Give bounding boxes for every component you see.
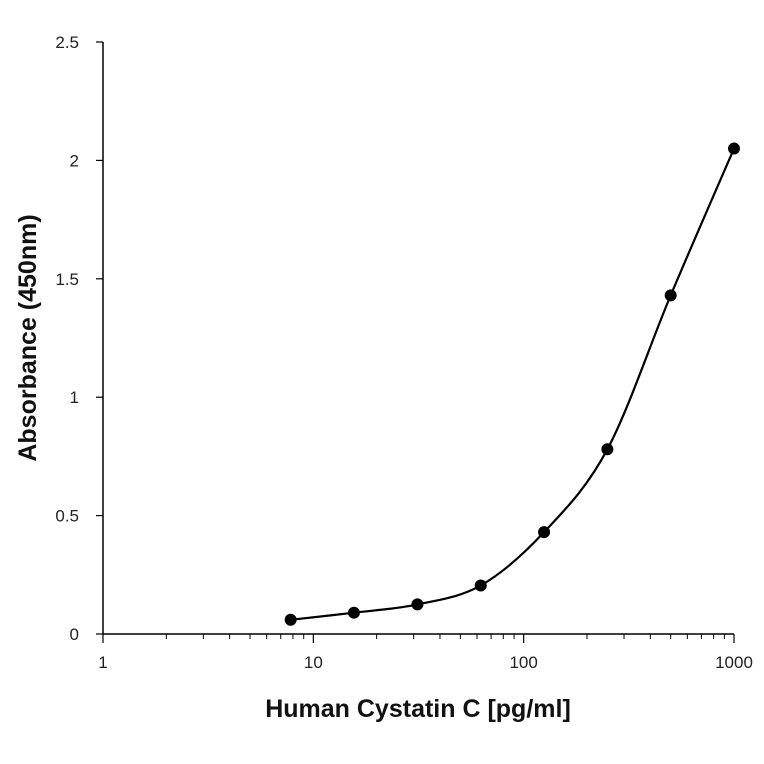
data-point <box>474 579 487 592</box>
x-tick-label: 1 <box>98 653 107 672</box>
y-tick-label: 1.5 <box>55 270 79 289</box>
y-tick-label: 2 <box>70 151 79 170</box>
y-axis-title: Absorbance (450nm) <box>14 214 42 461</box>
x-ticks: 1 10 100 1000 <box>98 634 753 672</box>
x-tick-label: 1000 <box>715 653 753 672</box>
axes <box>102 42 734 635</box>
data-point <box>538 526 551 539</box>
data-point <box>664 289 677 302</box>
y-tick-label: 0 <box>70 625 79 644</box>
x-axis-title: Human Cystatin C [pg/ml] <box>265 695 571 723</box>
data-point <box>728 142 740 155</box>
data-point <box>601 443 614 456</box>
data-point <box>411 598 424 611</box>
data-point <box>284 613 297 626</box>
series <box>284 142 740 626</box>
x-tick-label: 100 <box>509 653 537 672</box>
data-point <box>347 606 360 619</box>
y-tick-label: 1 <box>70 388 79 407</box>
y-tick-label: 0.5 <box>55 507 79 526</box>
y-ticks: 0 0.5 1 1.5 2 2.5 <box>55 33 103 644</box>
x-tick-label: 10 <box>304 653 323 672</box>
series-line <box>290 148 736 621</box>
y-tick-label: 2.5 <box>55 33 79 52</box>
